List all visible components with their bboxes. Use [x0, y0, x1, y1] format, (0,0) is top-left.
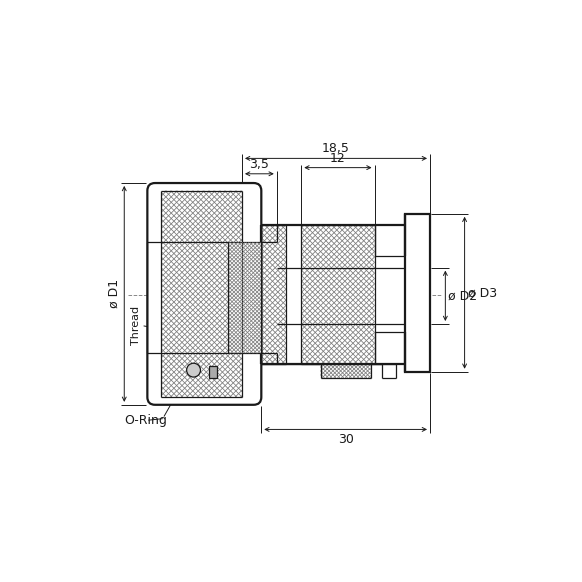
Bar [161, 191, 242, 397]
Circle shape [187, 363, 200, 377]
Text: ø D1: ø D1 [108, 279, 120, 308]
Bar [261, 225, 430, 364]
Text: 18,5: 18,5 [322, 143, 350, 155]
Text: O-Ring: O-Ring [124, 414, 167, 427]
Text: 12: 12 [330, 151, 346, 165]
Text: 3,5: 3,5 [250, 158, 269, 171]
Bar [209, 365, 217, 378]
Text: ø D3: ø D3 [468, 286, 497, 299]
Text: 30: 30 [338, 433, 354, 446]
Text: ø D2: ø D2 [448, 289, 478, 302]
FancyBboxPatch shape [147, 183, 261, 405]
Text: Thread: Thread [131, 306, 141, 345]
Bar [301, 225, 374, 364]
Bar [405, 214, 430, 372]
Bar [261, 225, 286, 364]
Bar [228, 242, 261, 353]
Bar [321, 364, 371, 378]
